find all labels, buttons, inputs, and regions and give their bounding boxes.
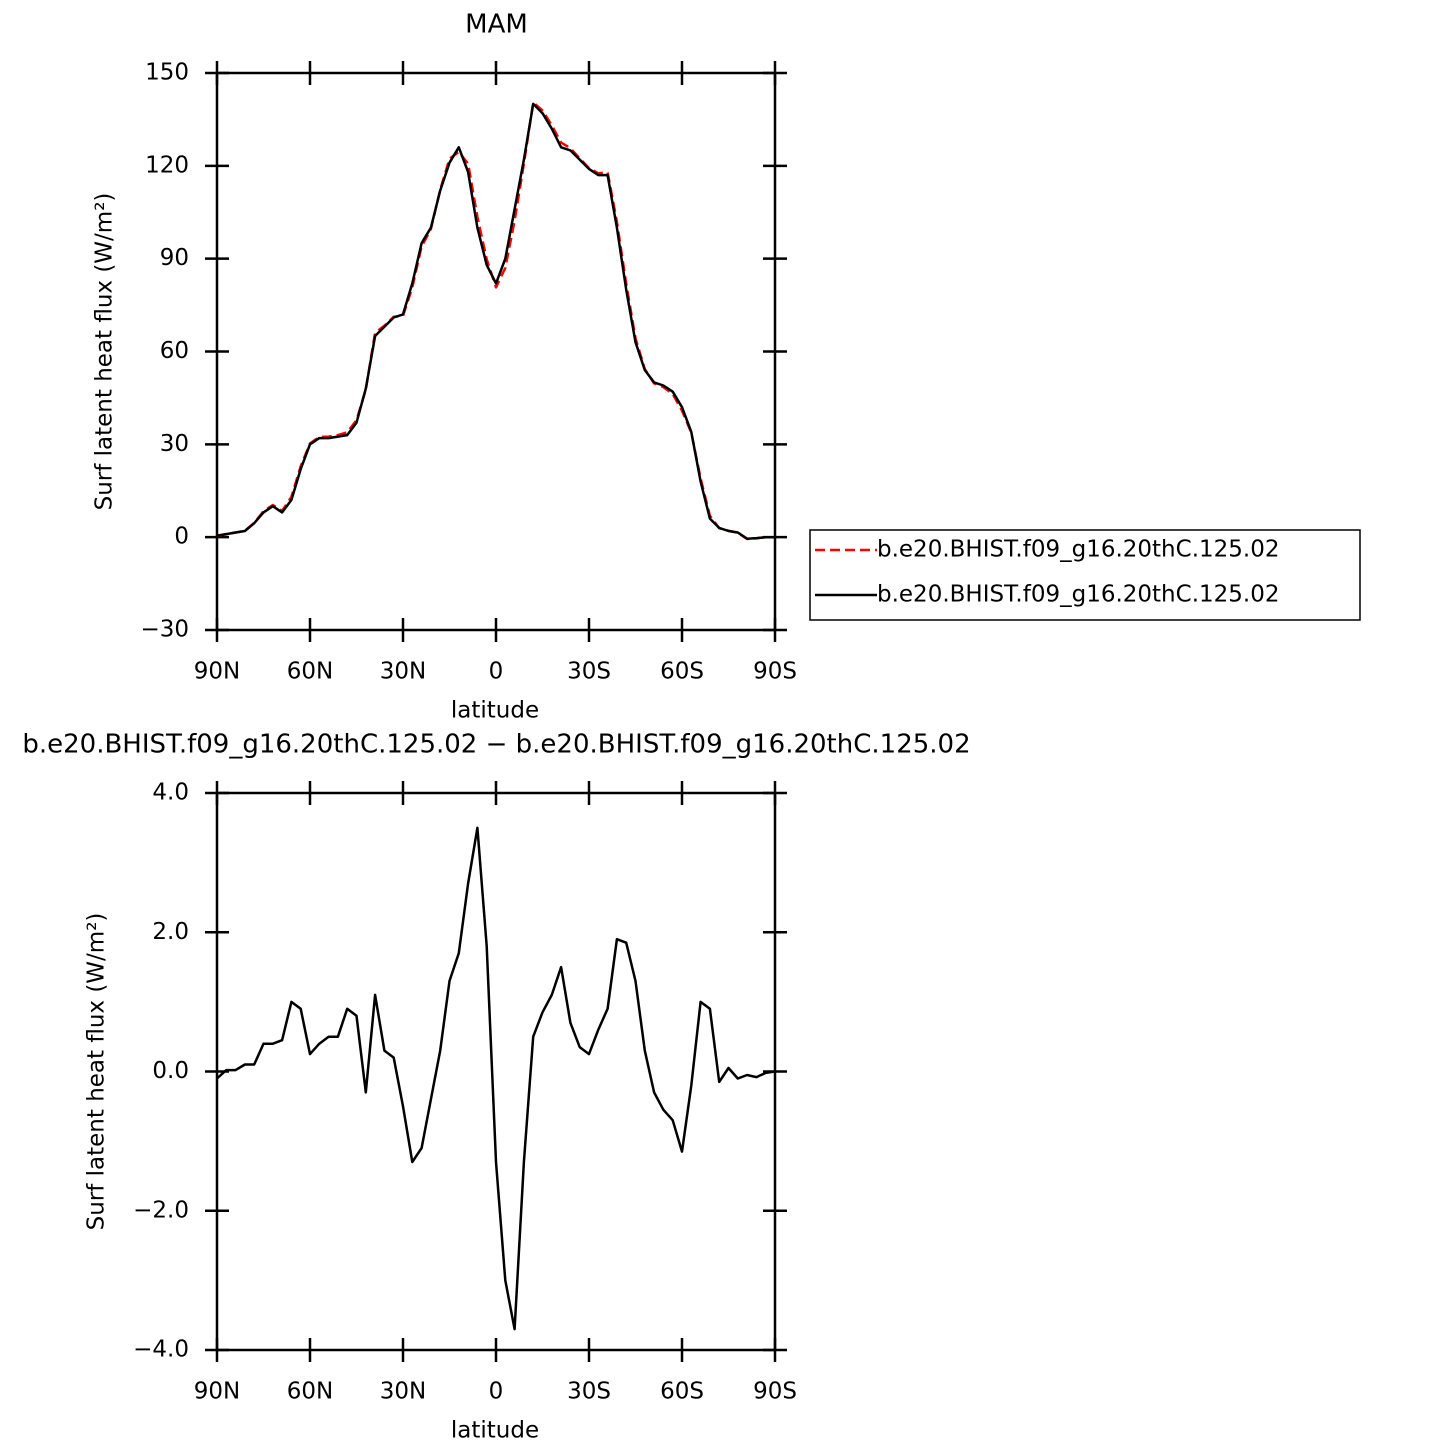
y-tick-label: −30: [140, 617, 189, 643]
y-tick-label: 0.0: [152, 1058, 189, 1084]
y-tick-label: 150: [145, 60, 189, 86]
y-tick-label: −2.0: [133, 1197, 189, 1223]
x-tick-label: 60N: [287, 659, 333, 685]
x-tick-label: 90S: [753, 1379, 797, 1405]
y-axis-label: Surf latent heat flux (W/m²): [92, 193, 118, 511]
x-tick-label: 60S: [660, 659, 704, 685]
x-tick-label: 90S: [753, 659, 797, 685]
y-tick-label: −4.0: [133, 1337, 189, 1363]
x-tick-label: 30N: [380, 659, 426, 685]
x-tick-label: 90N: [194, 1379, 240, 1405]
chart-title: b.e20.BHIST.f09_g16.20thC.125.02 − b.e20…: [22, 730, 970, 760]
y-tick-label: 4.0: [152, 780, 189, 806]
data-line: [216, 826, 776, 1331]
x-tick-label: 30S: [567, 659, 611, 685]
x-tick-label: 0: [489, 659, 504, 685]
x-tick-label: 30N: [380, 1379, 426, 1405]
x-axis-label: latitude: [451, 1418, 539, 1444]
x-tick-label: 30S: [567, 1379, 611, 1405]
x-tick-label: 60N: [287, 1379, 333, 1405]
data-line: [216, 102, 775, 540]
y-tick-label: 30: [160, 431, 189, 457]
plot-frame: [215, 791, 777, 1352]
y-tick-label: 90: [160, 245, 189, 271]
y-tick-label: 60: [160, 338, 189, 364]
y-tick-label: 0: [174, 524, 189, 550]
legend-label: b.e20.BHIST.f09_g16.20thC.125.02: [877, 537, 1279, 563]
y-tick-label: 2.0: [152, 919, 189, 945]
data-line: [216, 101, 775, 541]
y-axis-label: Surf latent heat flux (W/m²): [84, 913, 110, 1231]
x-tick-label: 0: [489, 1379, 504, 1405]
x-tick-label: 90N: [194, 659, 240, 685]
chart-title: MAM: [465, 10, 528, 40]
x-axis-label: latitude: [451, 698, 539, 724]
y-tick-label: 120: [145, 152, 189, 178]
x-tick-label: 60S: [660, 1379, 704, 1405]
legend-box: [809, 529, 1361, 621]
legend-label: b.e20.BHIST.f09_g16.20thC.125.02: [877, 582, 1279, 608]
plot-frame: [215, 71, 777, 632]
